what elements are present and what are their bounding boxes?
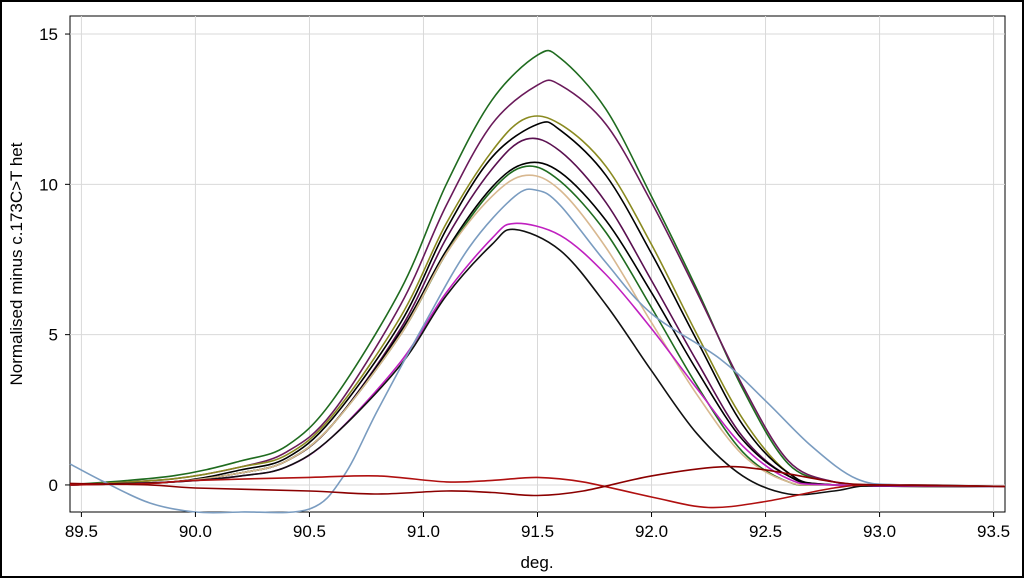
- series-line-4: [69, 121, 1006, 488]
- grid: [70, 16, 1005, 512]
- x-tick-label: 92.0: [635, 522, 668, 541]
- x-tick-label: 93.0: [863, 522, 896, 541]
- y-tick-labels: 0 5 10 15: [39, 25, 70, 495]
- x-tick-label: 91.0: [407, 522, 440, 541]
- x-tick-labels: 89.5 90.0 90.5 91.0 91.5 92.0 92.5 93.0 93.5: [65, 512, 1010, 541]
- series-line-12: [69, 474, 1006, 509]
- x-tick-label: 90.0: [179, 522, 212, 541]
- y-tick-label: 15: [39, 25, 58, 44]
- series-line-8: [69, 174, 1006, 488]
- series-line-11: [69, 188, 1006, 514]
- x-axis-label: deg.: [520, 553, 553, 572]
- x-tick-label: 89.5: [65, 522, 98, 541]
- series-line-13: [69, 465, 1006, 497]
- series-line-2: [69, 79, 1006, 488]
- y-tick-label: 5: [49, 326, 58, 345]
- y-tick-label: 10: [39, 175, 58, 194]
- series-line-1: [69, 49, 1006, 488]
- x-tick-label: 92.5: [749, 522, 782, 541]
- y-axis-label: Normalised minus c.173C>T het: [7, 142, 26, 385]
- y-tick-label: 0: [49, 476, 58, 495]
- x-tick-label: 91.5: [521, 522, 554, 541]
- x-tick-label: 93.5: [977, 522, 1010, 541]
- series-line-3: [69, 115, 1006, 488]
- series-group: [69, 49, 1006, 514]
- x-tick-label: 90.5: [293, 522, 326, 541]
